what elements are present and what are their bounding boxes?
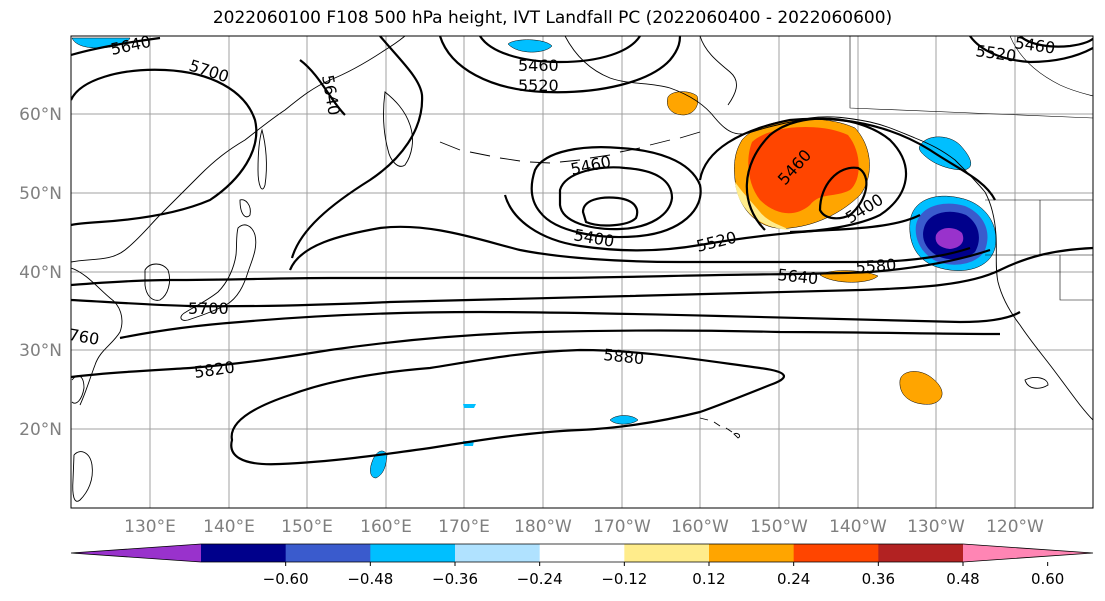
colorbar-tick-label: 0.48 [946, 570, 979, 588]
lon-label: 120°W [986, 517, 1044, 537]
lat-label: 60°N [19, 105, 62, 125]
contour-label: 5880 [603, 345, 645, 368]
positive-anomaly-east [899, 371, 943, 405]
contour-label: 5640 [777, 265, 819, 288]
lon-label: 140°E [203, 517, 255, 537]
contour-label: 5520 [518, 76, 559, 95]
lon-label: 150°W [750, 517, 808, 537]
lon-label: 170°W [593, 517, 651, 537]
negative-anomaly-north [507, 39, 553, 53]
graticule [71, 36, 1093, 508]
negative-anomaly-hawaii-w [609, 415, 639, 425]
colorbar-segment [709, 544, 795, 562]
negative-anomaly-small-1 [370, 450, 388, 479]
lon-label: 160°E [360, 517, 412, 537]
colorbar-segment [624, 544, 710, 562]
colorbar-segment [201, 544, 287, 562]
colorbar-extend-low [71, 544, 201, 562]
colorbar-tick-label: −0.36 [432, 570, 478, 588]
negative-anomaly-pnw-purple [935, 227, 964, 249]
colorbar-segment [793, 544, 879, 562]
lon-label: 170°E [438, 517, 490, 537]
lon-label: 130°W [907, 517, 965, 537]
colorbar-tick-label: −0.60 [263, 570, 309, 588]
longitude-labels: 130°E 140°E 150°E 160°E 170°E 180°W 170°… [124, 517, 1044, 537]
colorbar-segment [285, 544, 371, 562]
colorbar-tick-label: −0.24 [517, 570, 563, 588]
latitude-labels: 60°N 50°N 40°N 30°N 20°N [19, 105, 62, 440]
map-border [70, 35, 1094, 509]
colorbar-segment [455, 544, 541, 562]
contour-label: 5460 [518, 56, 559, 75]
ivt-fills [71, 37, 997, 479]
negative-anomaly-small-2 [463, 404, 476, 408]
coastlines [71, 36, 1093, 502]
colorbar-segment [539, 544, 625, 562]
colorbar-outline [70, 543, 1094, 563]
height-contours [71, 36, 1093, 466]
lon-label: 140°W [829, 517, 887, 537]
colorbar-tick-label: −0.48 [347, 570, 393, 588]
lon-label: 180°W [514, 517, 572, 537]
colorbar-segment [370, 544, 456, 562]
yellow-edge-gulf [735, 182, 790, 230]
lon-label: 130°E [124, 517, 176, 537]
colorbar-extend-high [963, 544, 1093, 562]
colorbar: −0.60 −0.48 −0.36 −0.24 −0.12 0.12 0.24 0.36 0.4… [70, 543, 1094, 588]
lon-label: 150°E [281, 517, 333, 537]
colorbar-tick-label: 0.36 [862, 570, 895, 588]
contour-label: 5700 [188, 299, 229, 318]
lat-label: 30°N [19, 341, 62, 361]
colorbar-tick-label: 0.12 [692, 570, 725, 588]
lat-label: 40°N [19, 263, 62, 283]
colorbar-tick-label: −0.12 [601, 570, 647, 588]
colorbar-segment [878, 544, 964, 562]
strong-anomaly-gulf [748, 126, 859, 214]
contour-label: 5460 [1013, 33, 1056, 57]
lat-label: 50°N [19, 184, 62, 204]
colorbar-tick-label: 0.60 [1031, 570, 1064, 588]
lat-label: 20°N [19, 420, 62, 440]
colorbar-tick-label: 0.24 [777, 570, 810, 588]
lon-label: 160°W [671, 517, 729, 537]
map-title: 2022060100 F108 500 hPa height, IVT Land… [212, 8, 893, 28]
positive-anomaly-bering [667, 91, 699, 116]
contour-label: 5580 [855, 255, 897, 277]
